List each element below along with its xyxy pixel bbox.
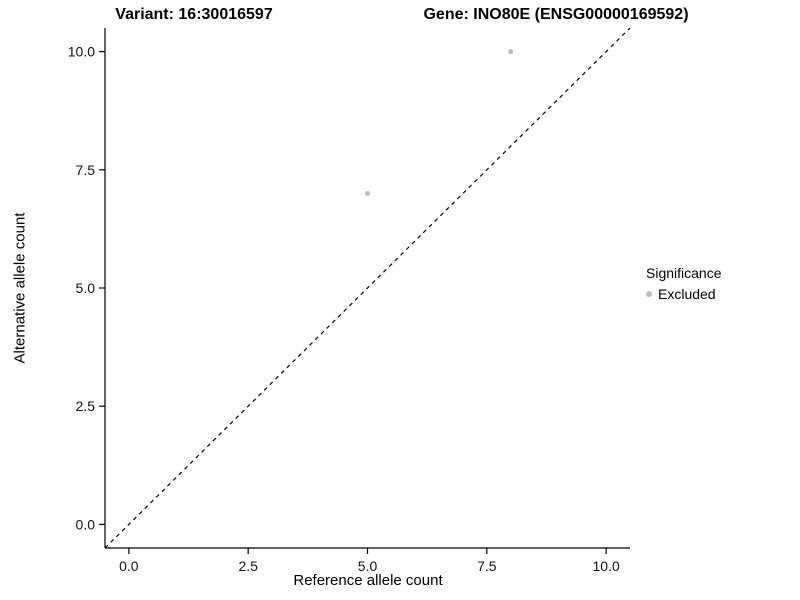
variant-title: Variant: 16:30016597 (115, 6, 273, 23)
data-point (365, 190, 370, 196)
data-point (508, 49, 514, 55)
y-tick-label: 7.5 (76, 162, 96, 178)
x-tick-label: 7.5 (477, 558, 497, 574)
legend: Significance Excluded (646, 265, 722, 302)
gene-title: Gene: INO80E (ENSG00000169592) (423, 6, 689, 23)
y-tick-label: 5.0 (76, 280, 96, 296)
excluded-point-swatch (646, 291, 652, 297)
x-axis-label: Reference allele count (293, 572, 443, 589)
y-axis-label: Alternative allele count (11, 212, 29, 364)
y-tick-label: 0.0 (76, 516, 96, 532)
x-tick-label: 2.5 (238, 558, 258, 574)
identity-line (104, 27, 631, 549)
y-tick-label: 10.0 (68, 44, 95, 60)
x-tick-label: 0.0 (119, 558, 139, 574)
x-tick-label: 10.0 (593, 558, 620, 574)
y-tick-label: 2.5 (76, 398, 96, 414)
x-tick-label: 5.0 (358, 558, 378, 574)
legend-entry-label: Excluded (658, 286, 716, 302)
legend-title: Significance (646, 265, 722, 281)
legend-entry-excluded: Excluded (646, 286, 722, 302)
